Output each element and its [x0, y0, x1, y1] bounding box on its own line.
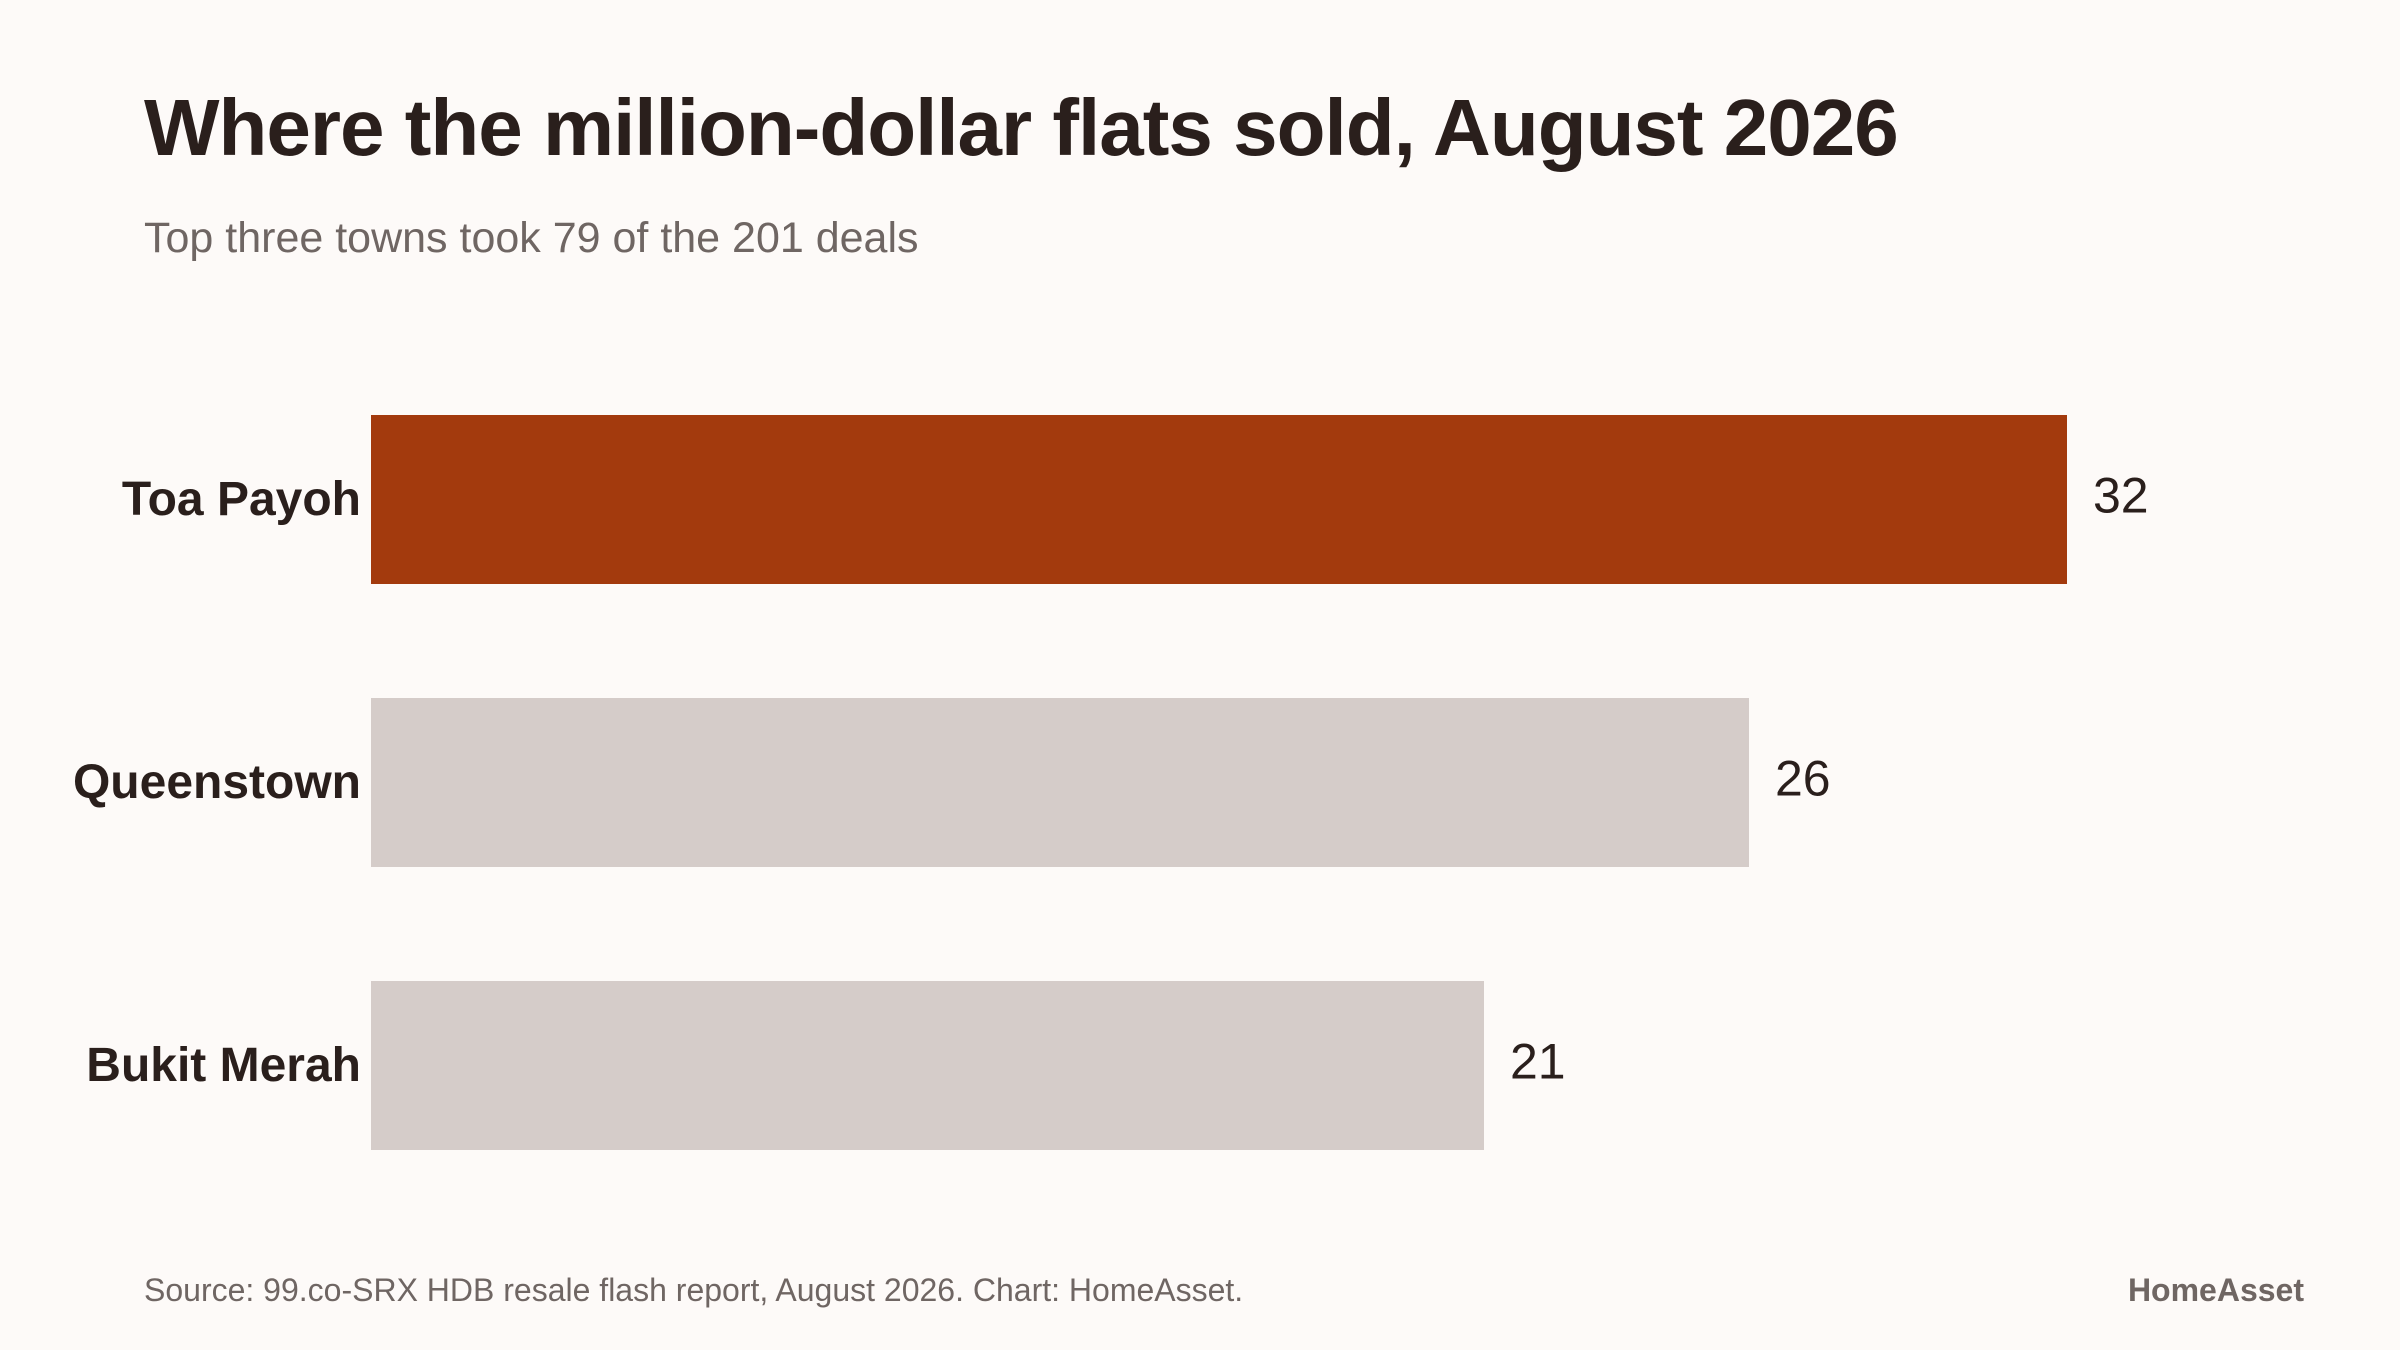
- chart-subtitle: Top three towns took 79 of the 201 deals: [144, 214, 919, 262]
- value-label-toa-payoh: 32: [2093, 468, 2149, 524]
- category-label-queenstown: Queenstown: [73, 756, 361, 809]
- chart-title: Where the million-dollar flats sold, Aug…: [144, 83, 1899, 172]
- category-label-toa-payoh: Toa Payoh: [122, 473, 361, 526]
- value-label-queenstown: 26: [1775, 751, 1831, 807]
- bar-bukit-merah: [371, 981, 1484, 1150]
- source-note: Source: 99.co-SRX HDB resale flash repor…: [144, 1272, 1244, 1308]
- category-label-bukit-merah: Bukit Merah: [86, 1039, 361, 1092]
- value-label-bukit-merah: 21: [1510, 1034, 1566, 1090]
- bar-toa-payoh: [371, 415, 2067, 584]
- bar-queenstown: [371, 698, 1749, 867]
- brand-logo-text: HomeAsset: [2127, 1272, 2304, 1308]
